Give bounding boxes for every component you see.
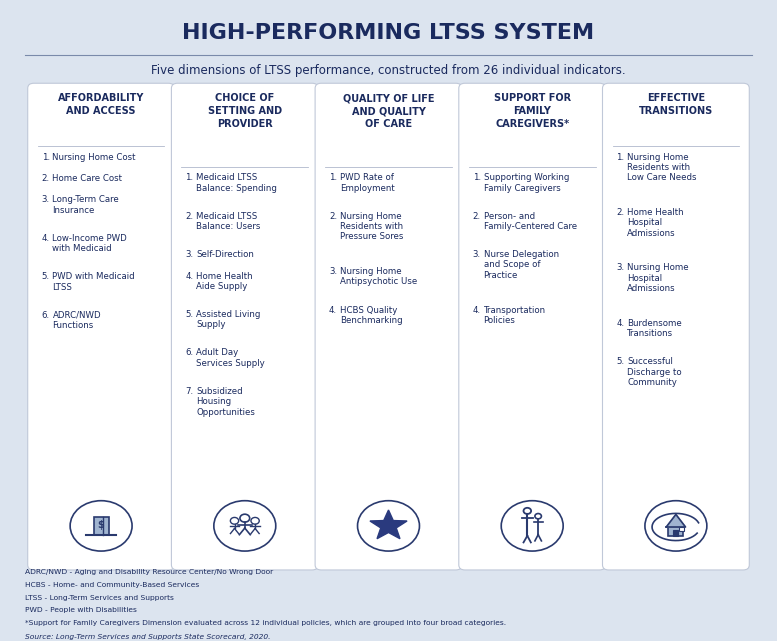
Text: 3.: 3. (186, 250, 193, 259)
FancyBboxPatch shape (458, 83, 605, 570)
FancyBboxPatch shape (602, 83, 749, 570)
Text: Low-Income PWD
with Medicaid: Low-Income PWD with Medicaid (53, 234, 127, 253)
Text: Nursing Home
Antipsychotic Use: Nursing Home Antipsychotic Use (340, 267, 417, 287)
Text: 3.: 3. (616, 263, 625, 272)
Text: Adult Day
Services Supply: Adult Day Services Supply (196, 348, 265, 368)
Text: 2.: 2. (186, 212, 193, 221)
Text: 4.: 4. (42, 234, 50, 243)
Text: Self-Direction: Self-Direction (196, 250, 254, 259)
Text: 2.: 2. (616, 208, 625, 217)
Text: Supporting Working
Family Caregivers: Supporting Working Family Caregivers (483, 173, 569, 193)
Text: QUALITY OF LIFE
AND QUALITY
OF CARE: QUALITY OF LIFE AND QUALITY OF CARE (343, 94, 434, 129)
FancyBboxPatch shape (668, 527, 683, 536)
Text: Medicaid LTSS
Balance: Users: Medicaid LTSS Balance: Users (196, 212, 260, 231)
Text: HIGH-PERFORMING LTSS SYSTEM: HIGH-PERFORMING LTSS SYSTEM (183, 24, 594, 44)
Text: 6.: 6. (42, 310, 50, 320)
Text: Nursing Home
Residents with
Low Care Needs: Nursing Home Residents with Low Care Nee… (627, 153, 697, 182)
Text: Nurse Delegation
and Scope of
Practice: Nurse Delegation and Scope of Practice (483, 250, 559, 280)
Text: 4.: 4. (186, 272, 193, 281)
Text: 1.: 1. (616, 153, 625, 162)
Text: Home Care Cost: Home Care Cost (53, 174, 123, 183)
Text: 4.: 4. (329, 306, 337, 315)
Text: Successful
Discharge to
Community: Successful Discharge to Community (627, 357, 682, 387)
Text: 3.: 3. (329, 267, 337, 276)
Text: Long-Term Care
Insurance: Long-Term Care Insurance (53, 196, 119, 215)
FancyBboxPatch shape (679, 528, 684, 531)
Text: 6.: 6. (186, 348, 193, 357)
Polygon shape (370, 510, 407, 538)
Text: Nursing Home
Hospital
Admissions: Nursing Home Hospital Admissions (627, 263, 689, 293)
Text: Burdensome
Transitions: Burdensome Transitions (627, 319, 682, 338)
Text: 1.: 1. (472, 173, 481, 182)
Text: 1.: 1. (42, 153, 50, 162)
Text: 5.: 5. (42, 272, 50, 281)
Text: AFFORDABILITY
AND ACCESS: AFFORDABILITY AND ACCESS (58, 94, 145, 116)
FancyBboxPatch shape (94, 517, 109, 535)
Text: Transportation
Policies: Transportation Policies (483, 306, 545, 325)
Text: Nursing Home Cost: Nursing Home Cost (53, 153, 136, 162)
Text: ADRC/NWD
Functions: ADRC/NWD Functions (53, 310, 101, 330)
Text: HCBS Quality
Benchmarking: HCBS Quality Benchmarking (340, 306, 402, 325)
FancyBboxPatch shape (315, 83, 462, 570)
Text: PWD Rate of
Employment: PWD Rate of Employment (340, 173, 395, 193)
Text: 3.: 3. (42, 196, 50, 204)
FancyBboxPatch shape (674, 529, 678, 536)
Text: 4.: 4. (616, 319, 625, 328)
Text: PWD with Medicaid
LTSS: PWD with Medicaid LTSS (53, 272, 135, 292)
Text: $: $ (97, 520, 104, 529)
Text: PWD - People with Disabilities: PWD - People with Disabilities (25, 607, 137, 613)
FancyBboxPatch shape (28, 83, 175, 570)
Text: ADRC/NWD - Aging and Disability Resource Center/No Wrong Door: ADRC/NWD - Aging and Disability Resource… (25, 569, 273, 576)
Text: Person- and
Family-Centered Care: Person- and Family-Centered Care (483, 212, 577, 231)
Text: Medicaid LTSS
Balance: Spending: Medicaid LTSS Balance: Spending (196, 173, 277, 193)
Text: SUPPORT FOR
FAMILY
CAREGIVERS*: SUPPORT FOR FAMILY CAREGIVERS* (493, 94, 571, 129)
Text: 1.: 1. (186, 173, 193, 182)
Text: Home Health
Hospital
Admissions: Home Health Hospital Admissions (627, 208, 684, 238)
Text: Nursing Home
Residents with
Pressure Sores: Nursing Home Residents with Pressure Sor… (340, 212, 403, 242)
Text: 5.: 5. (186, 310, 193, 319)
Text: 1.: 1. (329, 173, 337, 182)
Text: CHOICE OF
SETTING AND
PROVIDER: CHOICE OF SETTING AND PROVIDER (207, 94, 282, 129)
Text: 7.: 7. (186, 387, 193, 395)
Text: 2.: 2. (329, 212, 337, 221)
Text: Five dimensions of LTSS performance, constructed from 26 individual indicators.: Five dimensions of LTSS performance, con… (152, 64, 625, 78)
Text: 5.: 5. (616, 357, 625, 366)
Text: *Support for Family Caregivers Dimension evaluated across 12 individual policies: *Support for Family Caregivers Dimension… (25, 620, 506, 626)
Text: Assisted Living
Supply: Assisted Living Supply (196, 310, 260, 329)
Text: HCBS - Home- and Community-Based Services: HCBS - Home- and Community-Based Service… (25, 582, 199, 588)
Polygon shape (666, 515, 685, 527)
Text: 3.: 3. (472, 250, 481, 259)
Text: 4.: 4. (472, 306, 481, 315)
Text: 2.: 2. (42, 174, 50, 183)
Text: Home Health
Aide Supply: Home Health Aide Supply (196, 272, 253, 291)
Text: LTSS - Long-Term Services and Supports: LTSS - Long-Term Services and Supports (25, 594, 173, 601)
Text: Subsidized
Housing
Opportunities: Subsidized Housing Opportunities (196, 387, 255, 417)
Text: EFFECTIVE
TRANSITIONS: EFFECTIVE TRANSITIONS (639, 94, 713, 116)
FancyBboxPatch shape (172, 83, 319, 570)
Text: 2.: 2. (472, 212, 481, 221)
Text: Source: Long-Term Services and Supports State Scorecard, 2020.: Source: Long-Term Services and Supports … (25, 634, 270, 640)
